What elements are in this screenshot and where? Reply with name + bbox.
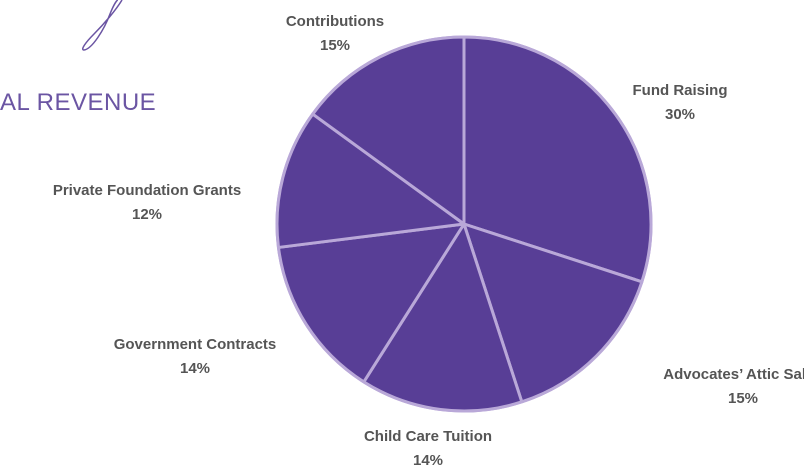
pie-slices [275,35,653,413]
slice-label: Private Foundation Grants [53,182,241,199]
slice-label: Child Care Tuition [364,428,492,445]
slice-value-label: 15% [320,37,350,54]
slice-value-label: 15% [728,390,758,407]
pie-slice-private-foundation-grants [275,112,466,249]
page-title: AL REVENUE [0,89,157,116]
slice-label: Fund Raising [633,82,728,99]
pie-labels: Fund Raising 30% Advocates’ Attic Sales 15%… [53,13,804,469]
slice-label: Advocates’ Attic Sales [663,366,804,383]
flourish-stroke [82,0,123,51]
slice-value-label: 14% [180,360,210,377]
slice-label: Contributions [286,13,384,30]
pie-slice-contributions [311,35,466,226]
pie-slice-government-contracts [276,222,466,384]
pie-slice-child-care-tuition [362,222,524,413]
pie-slice-fund-raising [462,35,653,284]
slice-value-label: 30% [665,106,695,123]
slice-value-label: 14% [413,452,443,469]
slice-value-label: 12% [132,206,162,223]
slice-label: Government Contracts [114,336,277,353]
